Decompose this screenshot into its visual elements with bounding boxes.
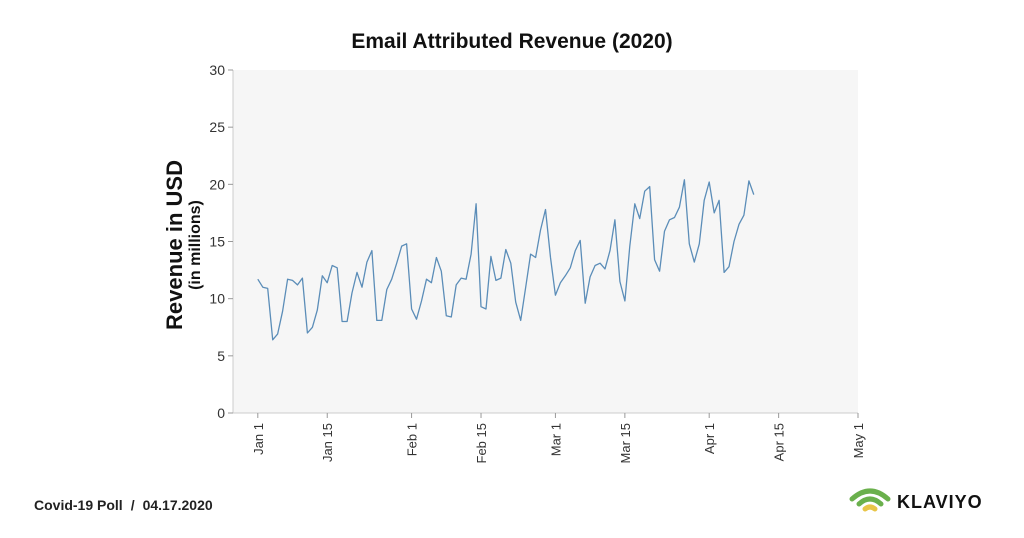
x-tick-label: Apr 1 xyxy=(702,423,717,454)
x-tick-label: Mar 15 xyxy=(618,423,633,463)
brand-logo: KLAVIYO xyxy=(849,487,983,517)
chart-title: Email Attributed Revenue (2020) xyxy=(351,30,673,53)
plot-area xyxy=(233,70,858,413)
footer-poll-label: Covid-19 Poll xyxy=(34,497,123,513)
footer-caption: Covid-19 Poll / 04.17.2020 xyxy=(34,497,213,513)
x-tick-label: Feb 15 xyxy=(474,423,489,463)
footer-date: 04.17.2020 xyxy=(142,497,213,513)
x-tick-label: Jan 15 xyxy=(320,423,335,462)
y-tick-label: 15 xyxy=(209,234,225,250)
y-tick-label: 5 xyxy=(217,348,225,364)
y-tick-label: 10 xyxy=(209,291,225,307)
x-tick-label: Jan 1 xyxy=(251,423,266,455)
brand-name: KLAVIYO xyxy=(897,491,983,512)
x-tick-label: Mar 1 xyxy=(548,423,563,456)
x-tick-label: Feb 1 xyxy=(405,423,420,456)
klaviyo-wifi-icon xyxy=(849,485,891,520)
x-tick-label: Apr 15 xyxy=(772,423,787,461)
footer-separator: / xyxy=(130,497,135,513)
y-tick-label: 25 xyxy=(209,119,225,135)
x-tick-label: May 1 xyxy=(851,423,866,458)
revenue-series-line xyxy=(257,179,755,341)
y-tick-label: 0 xyxy=(217,405,225,421)
y-tick-label: 30 xyxy=(209,62,225,78)
y-tick-label: 20 xyxy=(209,176,225,192)
